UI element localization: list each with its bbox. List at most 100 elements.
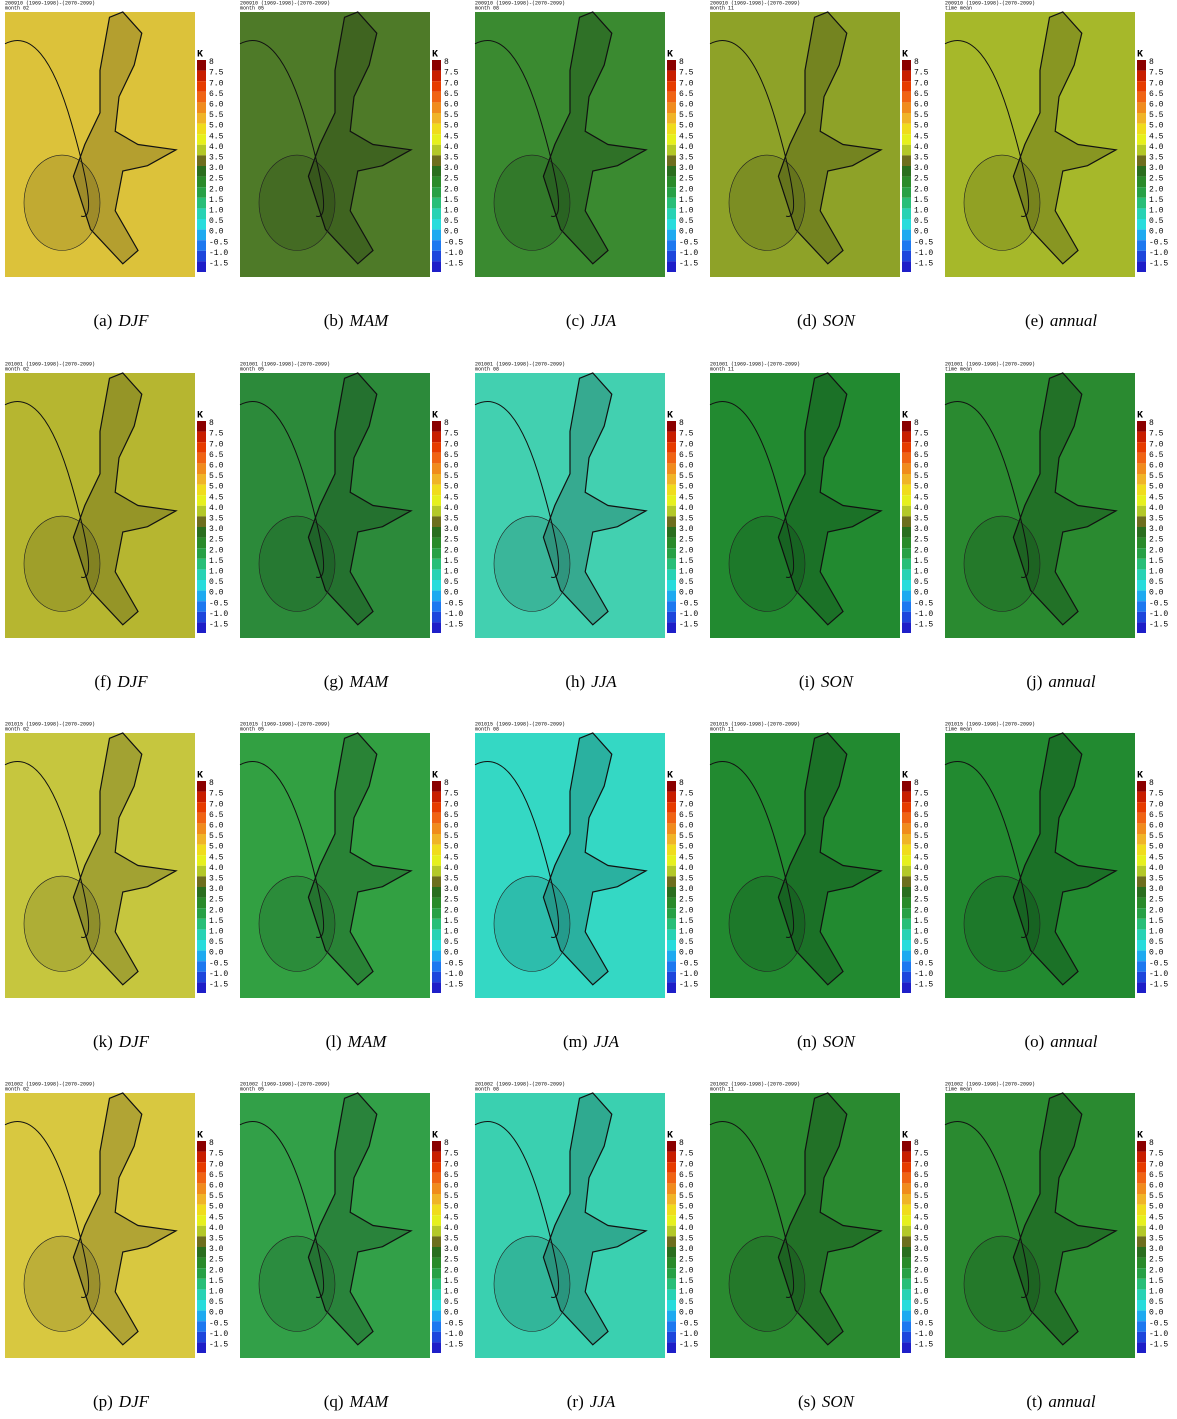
colorbar-label: -0.5: [1149, 238, 1168, 247]
panel-period: month 05: [240, 726, 264, 732]
colorbar-swatch: [432, 1258, 441, 1269]
colorbar-swatch: [197, 453, 206, 464]
colorbar-label: 5.5: [1149, 1192, 1164, 1201]
colorbar-swatch: [197, 495, 206, 506]
colorbar-label: 3.5: [209, 154, 224, 163]
caption-letter: (c): [566, 311, 585, 330]
colorbar-label: 4.0: [444, 143, 459, 152]
colorbar-label: 4.0: [444, 504, 459, 513]
colorbar-label: 6.5: [209, 451, 224, 460]
colorbar-label: 1.0: [444, 1288, 459, 1297]
colorbar-swatch: [432, 823, 441, 834]
colorbar-label: 7.0: [914, 79, 929, 88]
colorbar-swatch: [432, 134, 441, 145]
panel: 200910 (1969-1998)-(2070-2099)month 08K8…: [475, 0, 698, 330]
caption-season: SON: [823, 1032, 857, 1051]
colorbar-swatch: [667, 1258, 676, 1269]
colorbar-swatch: [667, 71, 676, 82]
colorbar-label: 1.0: [679, 207, 694, 216]
colorbar-label: 4.5: [914, 853, 929, 862]
colorbar-swatch: [432, 622, 441, 633]
colorbar-swatch: [432, 1205, 441, 1216]
colorbar-swatch: [197, 548, 206, 559]
colorbar-swatch: [197, 866, 206, 877]
colorbar-swatch: [902, 102, 911, 113]
panel: 200910 (1969-1998)-(2070-2099)month 02K8…: [5, 0, 228, 330]
colorbar-label: 7.5: [1149, 430, 1164, 439]
colorbar-swatch: [197, 580, 206, 591]
colorbar-label: -1.5: [444, 1341, 463, 1350]
colorbar-swatch: [432, 60, 441, 71]
colorbar-swatch: [667, 845, 676, 856]
colorbar-swatch: [902, 155, 911, 166]
colorbar-label: -1.0: [914, 249, 933, 258]
colorbar-label: 2.0: [914, 1266, 929, 1275]
colorbar-label: 2.0: [914, 185, 929, 194]
panel-caption: (i)SON: [799, 672, 855, 691]
colorbar-swatch: [197, 166, 206, 177]
colorbar-label: 0.0: [444, 589, 459, 598]
colorbar-swatch: [432, 898, 441, 909]
colorbar-swatch: [197, 982, 206, 993]
colorbar-swatch: [902, 240, 911, 251]
colorbar-label: 1.0: [679, 1288, 694, 1297]
colorbar-swatch: [902, 187, 911, 198]
colorbar-unit: K: [1137, 771, 1143, 782]
colorbar-label: -1.0: [209, 1330, 228, 1339]
colorbar-swatch: [197, 1183, 206, 1194]
colorbar-label: -1.5: [209, 1341, 228, 1350]
colorbar-swatch: [1137, 155, 1146, 166]
panel-period: month 11: [710, 1086, 734, 1092]
colorbar-label: 1.5: [679, 917, 694, 926]
colorbar-swatch: [667, 506, 676, 517]
colorbar-label: 6.5: [1149, 451, 1164, 460]
colorbar-swatch: [432, 463, 441, 474]
colorbar-swatch: [1137, 1342, 1146, 1353]
colorbar-unit: K: [902, 771, 908, 782]
colorbar-swatch: [902, 516, 911, 527]
colorbar-label: 2.0: [209, 185, 224, 194]
colorbar-swatch: [667, 982, 676, 993]
colorbar-swatch: [667, 792, 676, 803]
colorbar-unit: K: [197, 771, 203, 782]
colorbar-swatch: [197, 972, 206, 983]
caption-season: DJF: [116, 672, 148, 691]
colorbar-label: -1.5: [679, 1341, 698, 1350]
colorbar-label: 5.0: [209, 122, 224, 131]
colorbar-label: 5.0: [1149, 483, 1164, 492]
colorbar-swatch: [667, 1332, 676, 1343]
colorbar-swatch: [667, 177, 676, 188]
colorbar-label: 5.5: [679, 832, 694, 841]
colorbar-swatch: [667, 155, 676, 166]
panel-period: month 11: [710, 726, 734, 732]
colorbar-label: 3.5: [679, 875, 694, 884]
colorbar-swatch: [432, 1279, 441, 1290]
colorbar-swatch: [1137, 1332, 1146, 1343]
colorbar-label: 5.0: [1149, 843, 1164, 852]
colorbar-unit: K: [432, 1131, 438, 1142]
colorbar-label: 3.0: [444, 885, 459, 894]
colorbar-label: 0.0: [679, 949, 694, 958]
colorbar-label: 7.5: [209, 430, 224, 439]
colorbar-label: 7.0: [914, 440, 929, 449]
colorbar-label: -0.5: [679, 238, 698, 247]
colorbar-swatch: [432, 792, 441, 803]
colorbar-swatch: [197, 876, 206, 887]
colorbar-label: 5.0: [1149, 122, 1164, 131]
colorbar-label: 5.0: [914, 843, 929, 852]
panel: 200910 (1969-1998)-(2070-2099)month 05K8…: [240, 0, 463, 330]
colorbar-label: 0.0: [914, 1309, 929, 1318]
colorbar-swatch: [1137, 559, 1146, 570]
colorbar-swatch: [432, 474, 441, 485]
colorbar-swatch: [432, 612, 441, 623]
colorbar-label: 2.0: [679, 185, 694, 194]
colorbar-label: 3.0: [209, 885, 224, 894]
colorbar-label: 7.5: [444, 430, 459, 439]
colorbar-label: -1.5: [679, 621, 698, 630]
colorbar-label: 1.5: [914, 917, 929, 926]
colorbar-swatch: [432, 940, 441, 951]
colorbar-swatch: [667, 898, 676, 909]
colorbar-swatch: [902, 495, 911, 506]
colorbar-label: 7.0: [679, 79, 694, 88]
caption-season: MAM: [349, 672, 390, 691]
